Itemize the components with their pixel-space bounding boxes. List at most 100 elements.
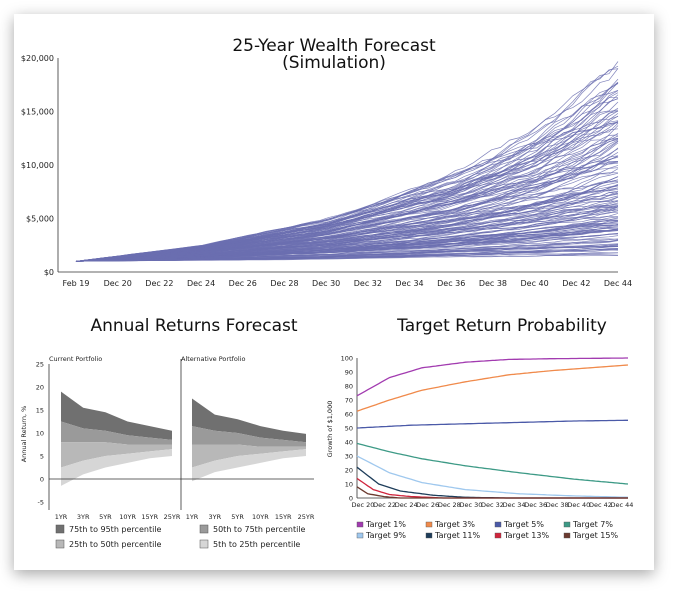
percentile-band-current bbox=[61, 391, 172, 440]
target-y-tick-label: 30 bbox=[345, 453, 353, 461]
annual-returns-x-tick-label: 10YR bbox=[119, 513, 136, 521]
wealth-simulation-path bbox=[75, 162, 619, 262]
annual-returns-x-tick-label: 15YR bbox=[275, 513, 292, 521]
target-legend-label: Target 15% bbox=[572, 531, 618, 540]
wealth-x-tick-label: Dec 40 bbox=[521, 279, 549, 288]
wealth-chart-subtitle: (Simulation) bbox=[282, 53, 386, 73]
annual-returns-y-tick-label: 0 bbox=[40, 476, 44, 484]
annual-returns-x-tick-label: 25YR bbox=[298, 513, 315, 521]
annual-returns-y-tick-label: 15 bbox=[36, 407, 44, 415]
target-y-ticks: 0 10 20 30 40 50 60 70 80 90 100 bbox=[341, 355, 353, 503]
target-x-tick-label: Dec 30 bbox=[459, 501, 482, 509]
target-y-tick-label: 60 bbox=[345, 411, 353, 419]
percentile-band-alternative bbox=[192, 426, 306, 447]
report-card: 25-Year Wealth Forecast (Simulation) $0 $… bbox=[14, 14, 654, 570]
target-legend-swatch bbox=[563, 532, 571, 539]
target-y-tick-label: 80 bbox=[345, 383, 353, 391]
wealth-y-tick-label: $10,000 bbox=[21, 161, 54, 170]
target-x-tick-label: Dec 34 bbox=[503, 501, 526, 509]
annual-returns-y-tick-label: 10 bbox=[36, 430, 44, 438]
annual-returns-x-tick-label: 3YR bbox=[77, 513, 90, 521]
wealth-x-tick-label: Dec 26 bbox=[229, 279, 257, 288]
target-line bbox=[356, 442, 629, 485]
current-portfolio-label: Current Portfolio bbox=[49, 355, 102, 363]
target-legend-swatch bbox=[563, 521, 571, 528]
wealth-x-tick-label: Dec 28 bbox=[270, 279, 298, 288]
target-probability-y-label: Growth of $1,000 bbox=[326, 401, 334, 458]
wealth-simulation-path bbox=[75, 188, 619, 262]
target-probability-title: Target Return Probability bbox=[396, 316, 607, 336]
target-x-tick-label: Dec 40 bbox=[567, 501, 590, 509]
target-legend-swatch bbox=[494, 521, 502, 528]
target-x-tick-label: Dec 26 bbox=[416, 501, 439, 509]
target-y-tick-label: 50 bbox=[345, 425, 353, 433]
legend-swatch bbox=[199, 539, 209, 549]
target-line bbox=[356, 466, 628, 499]
target-x-tick-label: Dec 38 bbox=[546, 501, 569, 509]
wealth-simulation-path bbox=[75, 89, 619, 262]
target-legend-swatch bbox=[425, 532, 433, 539]
annual-returns-x-tick-label: 3YR bbox=[208, 513, 221, 521]
target-x-tick-label: Dec 24 bbox=[395, 501, 418, 509]
wealth-y-ticks: $0 $5,000 $10,000 $15,000 $20,000 bbox=[21, 54, 54, 277]
wealth-simulation-path bbox=[75, 141, 619, 262]
target-x-tick-label: Dec 28 bbox=[438, 501, 461, 509]
wealth-y-tick-label: $15,000 bbox=[21, 108, 54, 117]
wealth-forecast-chart: 25-Year Wealth Forecast (Simulation) $0$… bbox=[21, 36, 632, 288]
target-line bbox=[356, 419, 628, 429]
wealth-x-tick-label: Dec 44 bbox=[604, 279, 632, 288]
annual-returns-x-tick-label: 15YR bbox=[141, 513, 158, 521]
wealth-simulation-path bbox=[75, 238, 619, 262]
wealth-simulation-path bbox=[75, 139, 619, 262]
target-legend-label: Target 7% bbox=[572, 520, 613, 529]
wealth-simulation-path bbox=[75, 196, 619, 262]
wealth-x-tick-label: Dec 32 bbox=[354, 279, 382, 288]
legend-swatch bbox=[55, 524, 65, 534]
target-probability-chart: Target Return Probability Growth of $1,0… bbox=[326, 316, 633, 540]
wealth-simulation-path bbox=[75, 210, 619, 262]
target-legend-label: Target 11% bbox=[434, 531, 480, 540]
target-legend-swatch bbox=[356, 532, 364, 539]
target-x-tick-label: Dec 32 bbox=[481, 501, 504, 509]
percentile-band-alternative bbox=[192, 444, 306, 468]
legend-label: 75th to 95th percentile bbox=[69, 525, 162, 534]
annual-returns-x-ticks: 1YR 3YR 5YR 10YR 15YR 25YR 1YR 3YR 5YR 10YR 15YR 25… bbox=[55, 513, 315, 521]
legend-swatch bbox=[55, 539, 65, 549]
target-line bbox=[356, 455, 629, 498]
target-legend-label: Target 5% bbox=[503, 520, 544, 529]
annual-returns-x-tick-label: 25YR bbox=[164, 513, 181, 521]
wealth-x-tick-label: Dec 22 bbox=[145, 279, 173, 288]
target-legend-label: Target 1% bbox=[365, 520, 406, 529]
target-x-tick-label: Dec 44 bbox=[611, 501, 634, 509]
legend-label: 5th to 25th percentile bbox=[213, 540, 300, 549]
alternative-portfolio-label: Alternative Portfolio bbox=[181, 355, 245, 363]
wealth-simulation-path bbox=[75, 98, 619, 262]
target-y-tick-label: 10 bbox=[345, 481, 353, 489]
target-x-tick-label: Dec 22 bbox=[373, 501, 396, 509]
wealth-y-tick-label: $0 bbox=[44, 268, 54, 277]
wealth-simulation-path bbox=[75, 205, 619, 262]
percentile-band-alternative bbox=[192, 449, 306, 482]
annual-returns-legend: 75th to 95th percentile 50th to 75th perc… bbox=[55, 524, 306, 549]
wealth-simulation-path bbox=[75, 148, 619, 262]
wealth-x-tick-label: Dec 20 bbox=[104, 279, 132, 288]
wealth-simulation-path bbox=[75, 244, 619, 262]
wealth-y-tick-label: $20,000 bbox=[21, 54, 54, 63]
legend-label: 25th to 50th percentile bbox=[69, 540, 162, 549]
target-legend-swatch bbox=[494, 532, 502, 539]
wealth-simulation-paths bbox=[75, 61, 619, 262]
annual-returns-title: Annual Returns Forecast bbox=[90, 316, 297, 336]
annual-returns-y-tick-label: 5 bbox=[40, 453, 44, 461]
wealth-x-tick-label: Dec 36 bbox=[437, 279, 465, 288]
wealth-simulation-path bbox=[75, 224, 619, 262]
wealth-x-tick-label: Dec 42 bbox=[562, 279, 590, 288]
wealth-x-tick-label: Dec 38 bbox=[479, 279, 507, 288]
target-line bbox=[356, 486, 628, 499]
target-legend-label: Target 3% bbox=[434, 520, 475, 529]
annual-returns-y-tick-label: 25 bbox=[36, 361, 44, 369]
wealth-x-tick-label: Feb 19 bbox=[63, 279, 90, 288]
wealth-x-ticks: Feb 19 Dec 20 Dec 22 Dec 24 Dec 26 Dec 28 Dec … bbox=[63, 279, 633, 288]
annual-returns-x-tick-label: 1YR bbox=[186, 513, 199, 521]
percentile-band-current bbox=[61, 421, 172, 445]
target-y-tick-label: 90 bbox=[345, 369, 353, 377]
